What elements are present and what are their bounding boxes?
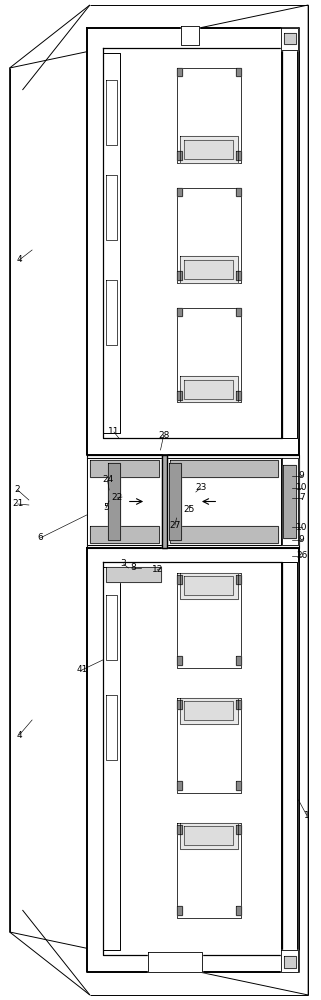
Polygon shape bbox=[236, 151, 241, 160]
Polygon shape bbox=[170, 460, 278, 477]
Text: 4: 4 bbox=[16, 255, 22, 264]
Polygon shape bbox=[108, 463, 120, 540]
Text: 5: 5 bbox=[103, 504, 109, 512]
Text: 9: 9 bbox=[299, 536, 305, 544]
Polygon shape bbox=[177, 698, 241, 792]
Polygon shape bbox=[177, 572, 241, 668]
Polygon shape bbox=[87, 455, 299, 548]
Text: 41: 41 bbox=[76, 666, 88, 674]
Polygon shape bbox=[177, 822, 241, 918]
Polygon shape bbox=[177, 68, 241, 162]
Polygon shape bbox=[177, 391, 182, 400]
Text: 24: 24 bbox=[102, 476, 113, 485]
Polygon shape bbox=[177, 68, 182, 76]
Polygon shape bbox=[148, 952, 202, 972]
Polygon shape bbox=[90, 526, 159, 543]
Polygon shape bbox=[87, 458, 162, 545]
Polygon shape bbox=[236, 68, 241, 76]
Text: 8: 8 bbox=[130, 564, 136, 572]
Polygon shape bbox=[103, 48, 282, 438]
Polygon shape bbox=[90, 460, 159, 477]
Polygon shape bbox=[169, 463, 181, 540]
Polygon shape bbox=[236, 906, 241, 915]
Polygon shape bbox=[177, 781, 182, 790]
Polygon shape bbox=[167, 458, 281, 545]
Polygon shape bbox=[177, 151, 182, 160]
Polygon shape bbox=[236, 188, 241, 196]
Polygon shape bbox=[236, 575, 241, 584]
Polygon shape bbox=[103, 562, 282, 955]
Polygon shape bbox=[236, 271, 241, 280]
Polygon shape bbox=[236, 391, 241, 400]
Text: 25: 25 bbox=[184, 506, 195, 514]
Polygon shape bbox=[103, 567, 120, 950]
Polygon shape bbox=[177, 188, 241, 282]
Text: 3: 3 bbox=[121, 560, 126, 568]
Text: 4: 4 bbox=[16, 730, 22, 740]
Polygon shape bbox=[180, 136, 238, 162]
Polygon shape bbox=[236, 656, 241, 665]
Polygon shape bbox=[184, 140, 233, 159]
Polygon shape bbox=[177, 700, 182, 709]
Text: 1: 1 bbox=[304, 810, 309, 820]
Polygon shape bbox=[177, 308, 182, 316]
Polygon shape bbox=[180, 698, 238, 724]
Text: 6: 6 bbox=[37, 534, 43, 542]
Polygon shape bbox=[181, 26, 199, 45]
Polygon shape bbox=[177, 575, 182, 584]
Polygon shape bbox=[177, 906, 182, 915]
Polygon shape bbox=[177, 271, 182, 280]
Text: 23: 23 bbox=[195, 484, 206, 492]
Polygon shape bbox=[87, 28, 299, 455]
Polygon shape bbox=[236, 825, 241, 834]
Polygon shape bbox=[184, 826, 233, 845]
Text: 22: 22 bbox=[111, 493, 123, 502]
Polygon shape bbox=[284, 956, 296, 968]
Text: 7: 7 bbox=[299, 493, 305, 502]
Polygon shape bbox=[184, 701, 233, 720]
Text: 10: 10 bbox=[296, 484, 308, 492]
Polygon shape bbox=[106, 567, 160, 582]
Polygon shape bbox=[184, 380, 233, 399]
Polygon shape bbox=[281, 562, 297, 955]
Text: 11: 11 bbox=[108, 428, 120, 436]
Polygon shape bbox=[236, 308, 241, 316]
Text: 10: 10 bbox=[296, 522, 308, 532]
Polygon shape bbox=[106, 175, 117, 240]
Polygon shape bbox=[284, 33, 296, 44]
Polygon shape bbox=[184, 260, 233, 279]
Text: 28: 28 bbox=[158, 430, 169, 440]
Polygon shape bbox=[236, 700, 241, 709]
Polygon shape bbox=[103, 53, 120, 433]
Polygon shape bbox=[180, 376, 238, 402]
Polygon shape bbox=[282, 458, 298, 545]
Polygon shape bbox=[106, 280, 117, 345]
Polygon shape bbox=[177, 825, 182, 834]
Polygon shape bbox=[184, 576, 233, 595]
Polygon shape bbox=[281, 28, 298, 50]
Polygon shape bbox=[177, 188, 182, 196]
Polygon shape bbox=[106, 595, 117, 660]
Polygon shape bbox=[283, 465, 296, 538]
Polygon shape bbox=[106, 80, 117, 145]
Polygon shape bbox=[281, 950, 298, 972]
Text: 12: 12 bbox=[152, 566, 163, 574]
Text: 9: 9 bbox=[299, 472, 305, 481]
Polygon shape bbox=[281, 48, 297, 438]
Polygon shape bbox=[180, 822, 238, 849]
Polygon shape bbox=[236, 781, 241, 790]
Text: 21: 21 bbox=[12, 499, 23, 508]
Polygon shape bbox=[162, 455, 167, 548]
Polygon shape bbox=[180, 572, 238, 599]
Text: 26: 26 bbox=[296, 552, 308, 560]
Polygon shape bbox=[106, 695, 117, 760]
Polygon shape bbox=[180, 256, 238, 282]
Polygon shape bbox=[177, 656, 182, 665]
Polygon shape bbox=[177, 308, 241, 402]
Text: 27: 27 bbox=[169, 520, 181, 530]
Polygon shape bbox=[10, 5, 308, 995]
Polygon shape bbox=[87, 548, 299, 972]
Text: 2: 2 bbox=[15, 486, 21, 494]
Polygon shape bbox=[170, 526, 278, 543]
